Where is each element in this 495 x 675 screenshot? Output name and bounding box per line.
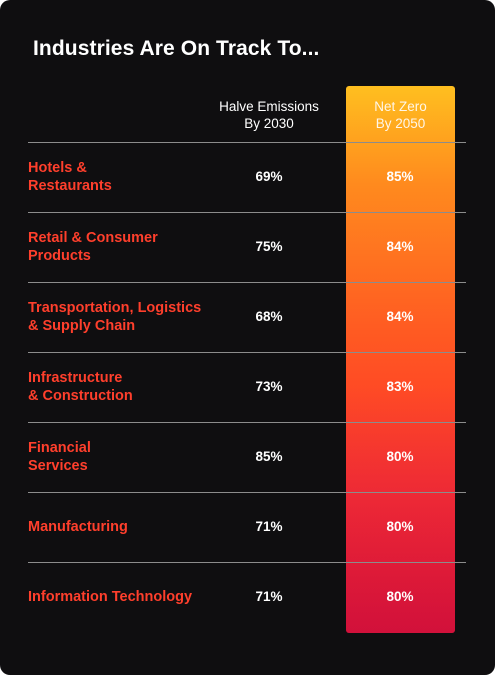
row-label: Financial Services [28, 439, 91, 475]
row-label-line: Transportation, Logistics [28, 300, 202, 316]
row-label-line: Infrastructure [28, 370, 123, 386]
halve-emissions-value: 71% [255, 589, 283, 604]
column-header-line: Halve Emissions [219, 99, 319, 114]
row-label: Hotels & Restaurants [28, 159, 112, 195]
row-label-line: Retail & Consumer [28, 230, 158, 246]
row-label-line: Hotels & [28, 160, 87, 176]
row-label-line: Products [28, 248, 91, 264]
chart-title: Industries Are On Track To... [33, 37, 320, 60]
row-label-line: Financial [28, 440, 91, 456]
net-zero-value: 84% [386, 309, 414, 324]
column-header-halve-emissions: Halve Emissions By 2030 [205, 98, 333, 132]
net-zero-value: 85% [386, 169, 414, 184]
halve-emissions-value: 73% [255, 379, 283, 394]
row-label: Manufacturing [28, 518, 128, 536]
column-header-net-zero: Net Zero By 2050 [346, 98, 455, 132]
halve-emissions-value: 68% [255, 309, 283, 324]
net-zero-value: 84% [386, 239, 414, 254]
column-header-line: By 2050 [375, 116, 426, 131]
row-label-line: & Construction [28, 388, 133, 404]
column-header-line: Net Zero [374, 99, 427, 114]
row-label-line: Restaurants [28, 178, 112, 194]
row-divider [28, 492, 466, 493]
row-label-line: Manufacturing [28, 519, 128, 535]
halve-emissions-value: 75% [255, 239, 283, 254]
row-label-line: Services [28, 458, 88, 474]
row-divider [28, 142, 466, 143]
row-divider [28, 352, 466, 353]
net-zero-value: 83% [386, 379, 414, 394]
row-label-line: & Supply Chain [28, 318, 136, 334]
row-label: Retail & Consumer Products [28, 229, 158, 265]
row-label: Transportation, Logistics & Supply Chain [28, 299, 201, 335]
row-divider [28, 212, 466, 213]
row-divider [28, 422, 466, 423]
row-divider [28, 562, 466, 563]
column-header-line: By 2030 [244, 116, 294, 131]
row-label: Infrastructure & Construction [28, 369, 133, 405]
halve-emissions-value: 71% [255, 519, 283, 534]
row-label-line: Information Technology [28, 589, 193, 605]
net-zero-highlight-column [346, 86, 455, 633]
net-zero-value: 80% [386, 519, 414, 534]
halve-emissions-value: 69% [255, 169, 283, 184]
row-label: Information Technology [28, 588, 192, 606]
halve-emissions-value: 85% [255, 449, 283, 464]
net-zero-value: 80% [386, 449, 414, 464]
net-zero-value: 80% [386, 589, 414, 604]
row-divider [28, 282, 466, 283]
